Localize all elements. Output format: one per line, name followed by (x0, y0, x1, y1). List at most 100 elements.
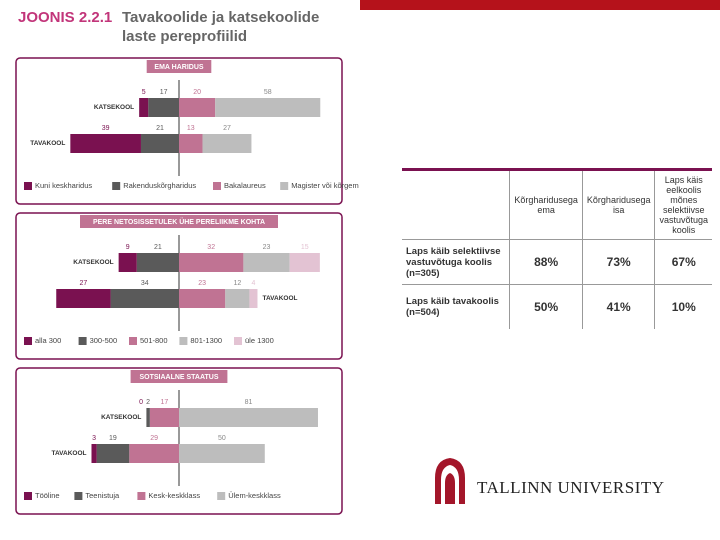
figure-title: Tavakoolide ja katsekoolide laste perepr… (122, 9, 320, 45)
legend-label: 300-500 (90, 336, 118, 345)
category-label: KATSEKOOL (94, 104, 134, 111)
bar-segment (289, 253, 320, 272)
cell: 50% (509, 284, 583, 329)
panel-title: EMA HARIDUS (154, 64, 203, 71)
legend-label: Bakalaureus (224, 181, 266, 190)
panel (15, 212, 343, 360)
cell: 88% (509, 239, 583, 285)
legend-swatch (24, 337, 32, 345)
legend-label: Ülem-keskklass (228, 491, 281, 500)
value-label: 23 (263, 244, 271, 251)
header-cell: Kõrgharidusega isa (581, 169, 655, 240)
panel (15, 367, 343, 515)
legend-label: Tööline (35, 491, 60, 500)
bar-segment (179, 289, 226, 308)
bar-segment (179, 253, 244, 272)
category-label: TAVAKOOL (30, 140, 65, 147)
legend-label: Teenistuja (85, 491, 120, 500)
legend-swatch (24, 182, 32, 190)
legend-swatch (74, 492, 83, 500)
value-label: 19 (109, 435, 117, 442)
logo-mark (435, 458, 465, 504)
value-label: 21 (154, 244, 162, 251)
bar-segment (179, 134, 203, 153)
bar-segment (215, 98, 321, 117)
panel-title: PERE NETOSISSETULEK ÜHE PERELIIKME KOHTA (93, 217, 265, 226)
legend-swatch (179, 337, 188, 345)
value-label: 81 (245, 399, 253, 406)
bar-segment (118, 253, 137, 272)
cell: 67% (654, 239, 712, 285)
figure-label: JOONIS 2.2.1 (18, 9, 113, 26)
value-label: 3 (92, 435, 96, 442)
value-label: 17 (160, 89, 168, 96)
category-label: TAVAKOOL (262, 295, 297, 302)
legend-swatch (78, 337, 87, 345)
value-label: 27 (223, 125, 231, 132)
value-label: 0 (139, 399, 143, 406)
value-label: 12 (233, 280, 241, 287)
bar-segment (146, 408, 150, 427)
legend-swatch (280, 182, 289, 190)
legend-swatch (213, 182, 221, 190)
category-label: KATSEKOOL (73, 259, 113, 266)
bar-segment (96, 444, 130, 463)
category-label: TAVAKOOL (51, 450, 86, 457)
bar-segment (249, 289, 258, 308)
value-label: 2 (146, 399, 150, 406)
header-cell: Kõrgharidusega ema (509, 169, 583, 240)
legend-label: Rakenduskõrgharidus (123, 181, 196, 190)
value-label: 15 (301, 244, 309, 251)
panel-title-box (80, 215, 278, 228)
value-label: 17 (161, 399, 169, 406)
top-band (360, 0, 720, 10)
value-label: 9 (126, 244, 130, 251)
value-label: 23 (198, 280, 206, 287)
bar-segment (179, 98, 216, 117)
panel-title-box (130, 370, 228, 383)
bar-segment (243, 253, 290, 272)
value-label: 13 (187, 125, 195, 132)
header-cell: Laps käis eelkoolis mõnes selektiivse va… (654, 169, 712, 240)
cell: 41% (581, 284, 655, 329)
data-table: Kõrgharidusega ema Kõrgharidusega isa La… (402, 168, 712, 329)
legend-label: 801-1300 (190, 336, 222, 345)
bar-segment (136, 253, 179, 272)
bar-segment (110, 289, 179, 308)
value-label: 32 (207, 244, 215, 251)
cell: 73% (581, 239, 655, 285)
value-label: 58 (264, 89, 272, 96)
legend-label: 501-800 (140, 336, 168, 345)
panel (15, 57, 343, 205)
value-label: 21 (156, 125, 164, 132)
legend-label: Magister või kõrgem (291, 181, 359, 190)
value-label: 20 (193, 89, 201, 96)
header-cell (402, 170, 510, 240)
bar-segment (129, 444, 179, 463)
bar-segment (148, 98, 179, 117)
row-label: Laps käib tavakoolis (n=504) (402, 284, 510, 329)
panel-title-box (146, 60, 212, 73)
legend-swatch (234, 337, 242, 345)
table-row: Laps käib tavakoolis (n=504) 50% 41% 10% (402, 284, 712, 329)
bar-segment (149, 408, 179, 427)
bar-segment (56, 289, 111, 308)
logo-text: TALLINN UNIVERSITY (477, 478, 665, 497)
bar-segment (179, 444, 265, 463)
bar-segment (70, 134, 141, 153)
bar-segment (91, 444, 97, 463)
legend-label: Kesk-keskklass (148, 491, 200, 500)
legend-label: Kuni keskharidus (35, 181, 92, 190)
legend-swatch (24, 492, 32, 500)
value-label: 39 (102, 125, 110, 132)
legend-swatch (137, 492, 146, 500)
legend-swatch (217, 492, 226, 500)
value-label: 4 (252, 280, 256, 287)
panel-title: SOTSIAALNE STAATUS (139, 374, 218, 381)
category-label: KATSEKOOL (101, 414, 141, 421)
value-label: 50 (218, 435, 226, 442)
legend-label: alla 300 (35, 336, 61, 345)
legend-label: üle 1300 (245, 336, 274, 345)
